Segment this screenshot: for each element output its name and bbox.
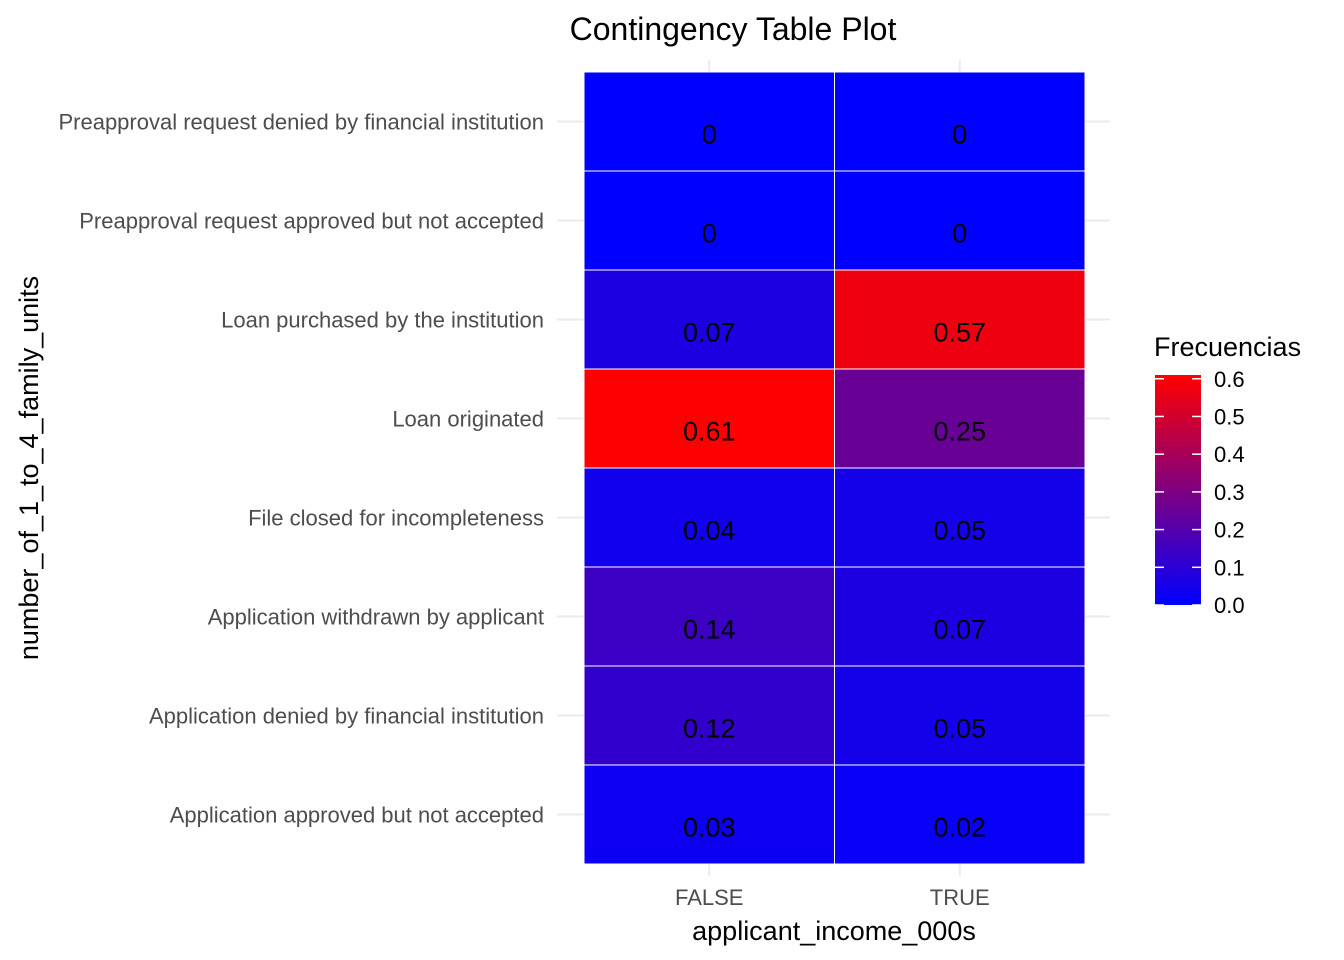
- x-tick-label: TRUE: [930, 885, 990, 910]
- y-tick-label: Loan purchased by the institution: [221, 308, 544, 333]
- heatmap-cell: [834, 566, 1086, 667]
- y-tick-label: Application denied by financial institut…: [149, 704, 544, 729]
- heatmap-cell: [834, 764, 1086, 865]
- cell-value-label: 0: [952, 120, 967, 150]
- cell-labels: 0.03 0.02 0.12 0.05 0.14 0.07 0.04 0.05 0.61 0.25…: [683, 120, 986, 843]
- legend-ticks: 0.0 0.1 0.2 0.3 0.4 0.5 0.6: [1155, 367, 1245, 618]
- heatmap-cell: [583, 665, 835, 766]
- y-tick-label: Application approved but not accepted: [170, 803, 544, 828]
- y-tick-label: File closed for incompleteness: [248, 506, 544, 531]
- cell-value-label: 0.04: [683, 516, 736, 546]
- cell-value-label: 0.07: [933, 615, 986, 645]
- heatmap-cell: [583, 170, 835, 271]
- x-tick-label: FALSE: [675, 885, 743, 910]
- cell-value-label: 0: [702, 120, 717, 150]
- cell-value-label: 0.25: [933, 417, 986, 447]
- color-legend: Frecuencias 0.0 0.1 0.2 0.3 0.4 0.5 0.6: [1154, 332, 1301, 618]
- legend-tick-label: 0.1: [1214, 555, 1245, 580]
- heatmap-cell: [834, 368, 1086, 469]
- y-tick-label: Loan originated: [392, 407, 544, 432]
- heatmap-cell: [834, 467, 1086, 568]
- cell-value-label: 0.02: [933, 813, 986, 843]
- heatmap-cell: [583, 566, 835, 667]
- legend-tick-label: 0.4: [1214, 442, 1245, 467]
- y-tick-label: Application withdrawn by applicant: [208, 605, 544, 630]
- y-axis-title: number_of_1_to_4_family_units: [14, 276, 44, 660]
- cell-value-label: 0.12: [683, 714, 736, 744]
- heatmap-cell: [583, 71, 835, 172]
- y-tick-label: Preapproval request approved but not acc…: [79, 209, 544, 234]
- heatmap-cell: [834, 269, 1086, 370]
- y-tick-label: Preapproval request denied by financial …: [58, 110, 544, 135]
- heatmap-cell: [583, 368, 835, 469]
- cell-value-label: 0.05: [933, 714, 986, 744]
- chart-title: Contingency Table Plot: [570, 11, 897, 47]
- heatmap-cells: [583, 71, 1086, 865]
- legend-title: Frecuencias: [1154, 332, 1301, 362]
- cell-value-label: 0: [702, 219, 717, 249]
- cell-value-label: 0.57: [933, 318, 986, 348]
- heatmap-cell: [583, 269, 835, 370]
- heatmap-cell: [583, 467, 835, 568]
- heatmap-cell: [834, 665, 1086, 766]
- cell-value-label: 0.07: [683, 318, 736, 348]
- heatmap-cell: [834, 71, 1086, 172]
- cell-value-label: 0.05: [933, 516, 986, 546]
- cell-value-label: 0: [952, 219, 967, 249]
- legend-tick-label: 0.3: [1214, 480, 1245, 505]
- cell-value-label: 0.61: [683, 417, 736, 447]
- legend-tick-label: 0.6: [1214, 367, 1245, 392]
- legend-colorbar: [1155, 375, 1201, 605]
- x-axis-ticks: FALSE TRUE: [675, 885, 990, 910]
- legend-tick-label: 0.5: [1214, 404, 1245, 429]
- legend-tick-label: 0.0: [1214, 593, 1245, 618]
- y-axis-ticks: Application approved but not accepted App…: [58, 110, 544, 828]
- cell-value-label: 0.03: [683, 813, 736, 843]
- cell-value-label: 0.14: [683, 615, 736, 645]
- legend-tick-label: 0.2: [1214, 518, 1245, 543]
- x-axis-title: applicant_income_000s: [692, 916, 976, 946]
